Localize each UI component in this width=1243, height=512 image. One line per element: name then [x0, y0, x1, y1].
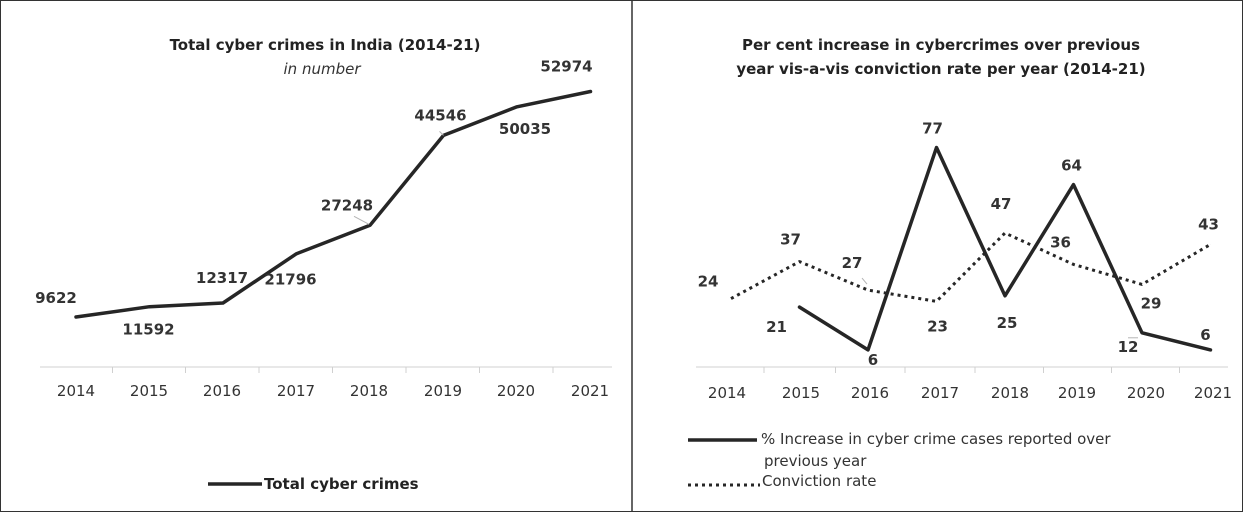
data-label: 12: [1118, 338, 1139, 356]
data-label: 23: [927, 317, 948, 335]
legend-label-conviction: Conviction rate: [762, 472, 876, 490]
data-label: 6: [1200, 326, 1210, 344]
x-tick-label: 2019: [424, 382, 462, 400]
data-label: 64: [1061, 157, 1082, 175]
data-label: 29: [1141, 294, 1162, 312]
x-tick-label: 2020: [497, 382, 535, 400]
data-label: 27: [842, 254, 863, 272]
data-label: 37: [780, 231, 801, 249]
x-tick-label: 2015: [782, 384, 820, 402]
x-tick-label: 2019: [1058, 384, 1096, 402]
x-tick-label: 2021: [1194, 384, 1232, 402]
x-tick-label: 2017: [277, 382, 315, 400]
chart-subtitle: in number: [284, 60, 362, 78]
legend-label-increase-line-2: previous year: [764, 452, 867, 470]
data-label: 50035: [499, 120, 551, 138]
data-label: 6: [868, 351, 878, 369]
chart-total-cyber-crimes: Total cyber crimes in India (2014-21) in…: [35, 36, 612, 493]
chart-title: Total cyber crimes in India (2014-21): [170, 36, 481, 54]
legend-label: Total cyber crimes: [264, 475, 419, 493]
x-tick-label: 2018: [991, 384, 1029, 402]
data-label: 36: [1050, 233, 1071, 251]
x-tick-label: 2020: [1127, 384, 1165, 402]
data-label: 77: [922, 120, 943, 138]
x-tick-label: 2014: [57, 382, 95, 400]
data-label: 52974: [540, 58, 592, 76]
series-line-dotted: [730, 231, 1212, 303]
x-tick-label: 2021: [571, 382, 609, 400]
x-tick-label: 2016: [203, 382, 241, 400]
x-tick-label: 2016: [851, 384, 889, 402]
data-label: 21796: [264, 271, 316, 289]
data-label: 25: [997, 314, 1018, 332]
data-label: 12317: [196, 269, 248, 287]
label-leader: [353, 215, 370, 225]
series-line-solid: [74, 89, 593, 319]
legend-label-increase-line-1: % Increase in cyber crime cases reported…: [761, 430, 1111, 448]
label-leader: [861, 277, 868, 285]
data-label: 47: [991, 195, 1012, 213]
data-label: 21: [766, 318, 787, 336]
label-leader: [439, 131, 444, 136]
chart-title-line-1: Per cent increase in cybercrimes over pr…: [742, 36, 1140, 54]
x-tick-label: 2015: [130, 382, 168, 400]
legend: Total cyber crimes: [208, 475, 419, 493]
x-tick-label: 2017: [921, 384, 959, 402]
data-label: 24: [698, 273, 719, 291]
data-label: 9622: [35, 289, 77, 307]
x-tick-label: 2014: [708, 384, 746, 402]
chart-title-line-2: year vis-a-vis conviction rate per year …: [736, 60, 1145, 78]
data-label: 27248: [321, 196, 373, 214]
chart-increase-vs-conviction: Per cent increase in cybercrimes over pr…: [688, 36, 1232, 490]
data-label: 11592: [122, 321, 174, 339]
legend: % Increase in cyber crime cases reported…: [688, 430, 1111, 490]
data-label: 43: [1198, 215, 1219, 233]
x-tick-label: 2018: [350, 382, 388, 400]
data-label: 44546: [414, 106, 466, 124]
